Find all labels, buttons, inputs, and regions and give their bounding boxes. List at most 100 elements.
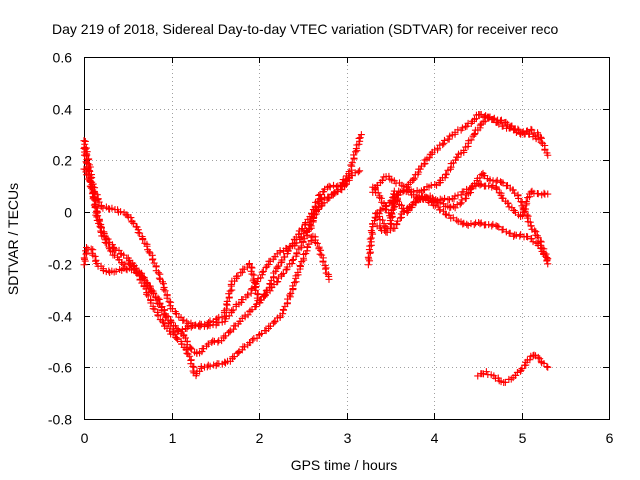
data-point (206, 317, 214, 325)
data-point (493, 176, 501, 184)
data-point (97, 228, 105, 236)
data-point (161, 287, 169, 295)
data-point (526, 356, 534, 364)
data-point (334, 186, 342, 194)
y-axis-tick-labels: -0.8 -0.6 -0.4 -0.2 0 0.2 0.4 0.6 (48, 50, 72, 428)
data-point (80, 137, 88, 145)
data-point (80, 254, 88, 262)
x-tick-label: 6 (606, 430, 614, 446)
y-tick-label: -0.4 (48, 309, 72, 325)
data-point (297, 242, 305, 250)
data-point (118, 259, 126, 267)
data-point (83, 244, 91, 252)
data-point (293, 249, 301, 257)
data-point (248, 264, 256, 272)
data-point (541, 252, 549, 260)
data-point (496, 117, 504, 125)
data-point (80, 151, 88, 159)
data-point (92, 197, 100, 205)
data-point (416, 165, 424, 173)
data-point (457, 199, 465, 207)
data-point (174, 335, 182, 343)
data-point (228, 307, 236, 315)
data-point (83, 159, 91, 167)
data-point (229, 306, 237, 314)
data-point (348, 159, 356, 167)
data-point (467, 220, 475, 228)
data-point (504, 200, 512, 208)
data-point (187, 323, 195, 331)
data-point (540, 250, 548, 258)
data-point (467, 136, 475, 144)
data-point (222, 332, 230, 340)
y-tick-label: 0 (64, 205, 72, 221)
data-point (274, 278, 282, 286)
data-point (315, 245, 323, 253)
data-point (218, 313, 226, 321)
axis-ticks (84, 57, 610, 420)
data-point (173, 334, 181, 342)
data-point (543, 363, 551, 371)
series-track-9 (373, 169, 552, 268)
data-point (396, 188, 404, 196)
data-point (87, 245, 95, 253)
data-point (381, 205, 389, 213)
x-axis-title: GPS time / hours (291, 457, 398, 473)
data-point (81, 257, 89, 265)
data-point (96, 222, 104, 230)
data-point (263, 262, 271, 270)
data-point (187, 344, 195, 352)
data-point (278, 271, 286, 279)
y-tick-label: -0.6 (48, 360, 72, 376)
data-point (489, 115, 497, 123)
data-point (298, 225, 306, 233)
data-point (279, 310, 287, 318)
data-point (366, 242, 374, 250)
data-point (530, 351, 538, 359)
data-point (308, 209, 316, 217)
data-point (214, 338, 222, 346)
data-point (351, 148, 359, 156)
x-tick-label: 5 (519, 430, 527, 446)
data-point (527, 125, 535, 133)
x-axis-tick-labels: 0 1 2 3 4 5 6 (81, 430, 614, 446)
data-point (527, 222, 535, 230)
data-point (354, 168, 362, 176)
data-point (512, 231, 520, 239)
data-point (526, 218, 534, 226)
data-point (393, 190, 401, 198)
data-point (350, 151, 358, 159)
data-point (182, 346, 190, 354)
grid (84, 57, 609, 419)
data-point (205, 319, 213, 327)
data-point (534, 353, 542, 361)
data-point (517, 198, 525, 206)
data-point (391, 224, 399, 232)
data-point (117, 208, 125, 216)
series-track-4 (80, 172, 350, 358)
data-point (180, 316, 188, 324)
data-point (325, 275, 333, 283)
data-point (453, 216, 461, 224)
data-point (489, 220, 497, 228)
data-point (495, 223, 503, 231)
data-point (143, 290, 151, 298)
data-point (410, 174, 418, 182)
data-point (160, 319, 168, 327)
series-track-3 (80, 131, 365, 338)
data-point (230, 353, 238, 361)
data-point (296, 262, 304, 270)
data-point (482, 368, 490, 376)
data-point (458, 124, 466, 132)
data-point (273, 263, 281, 271)
data-point (313, 239, 321, 247)
data-point (210, 337, 218, 345)
data-point (460, 219, 468, 227)
data-point (499, 179, 507, 187)
data-point (338, 179, 346, 187)
y-tick-label: -0.2 (48, 257, 72, 273)
data-point (536, 355, 544, 363)
data-point (540, 359, 548, 367)
data-point (287, 289, 295, 297)
data-point (516, 232, 524, 240)
